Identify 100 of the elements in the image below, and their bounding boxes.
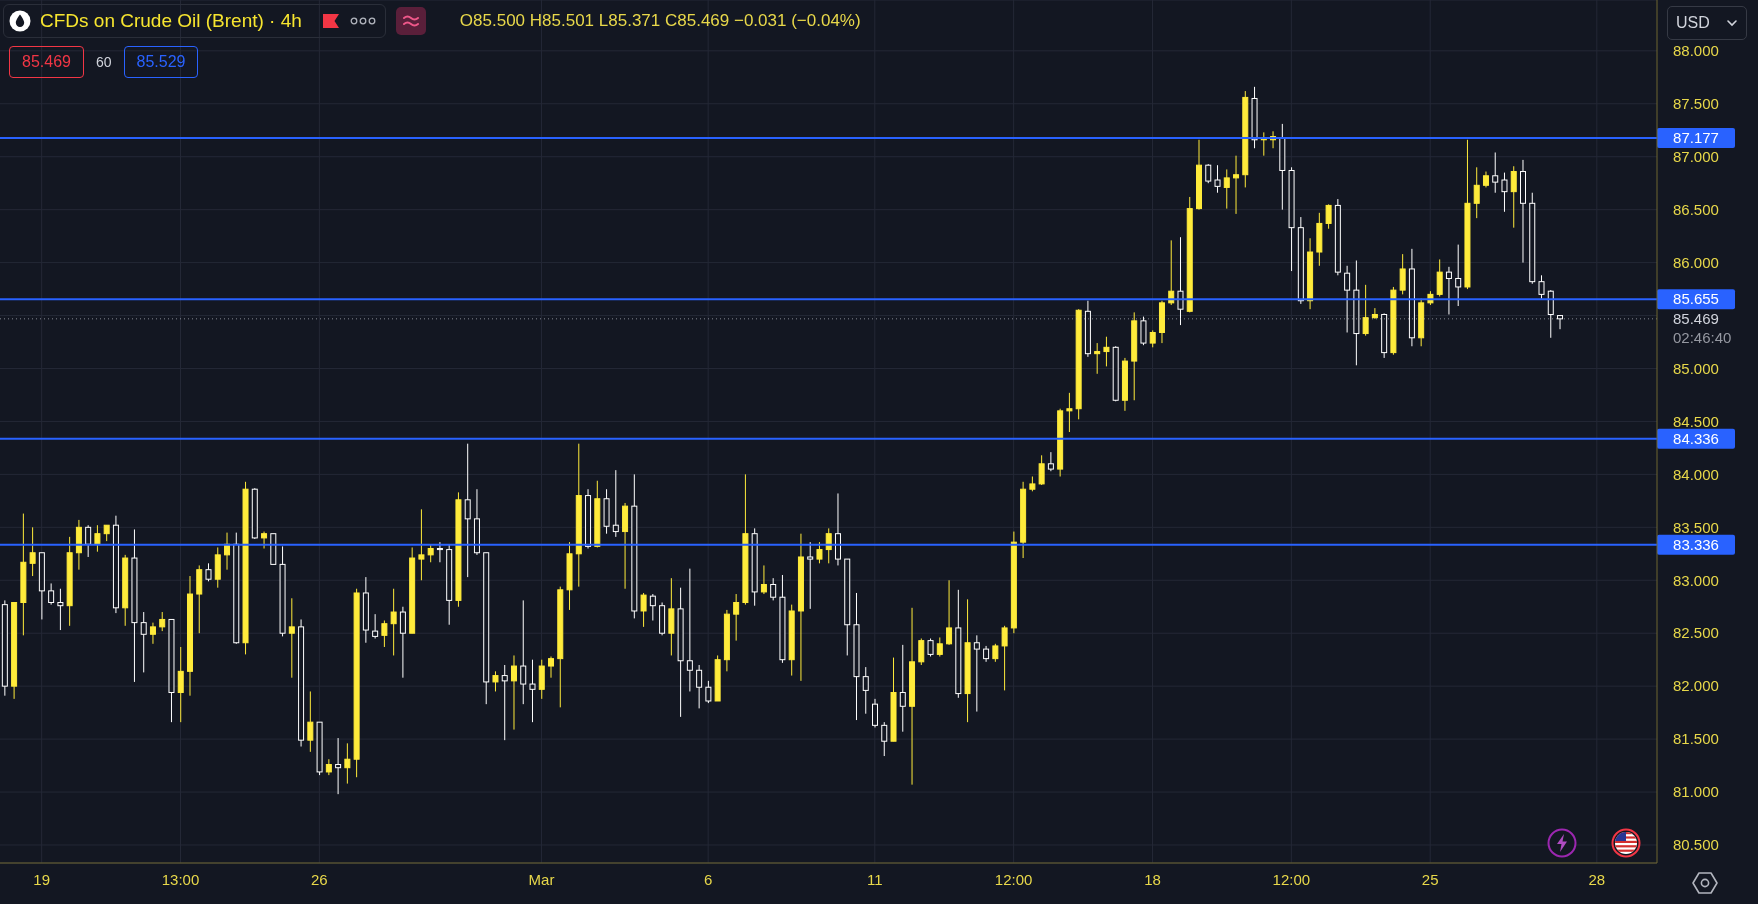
y-tick-label: 86.000 [1673, 253, 1719, 271]
x-tick-label: 28 [1588, 871, 1606, 888]
candlestick [57, 588, 64, 631]
y-tick-label: 84.500 [1673, 412, 1719, 430]
candlestick [760, 564, 767, 595]
y-tick-label: 80.500 [1673, 836, 1719, 854]
y-tick-label: 82.000 [1673, 677, 1719, 695]
candlestick [1223, 168, 1230, 210]
x-tick-label: Mar [528, 871, 555, 888]
candlestick [94, 524, 101, 553]
candlestick [381, 620, 388, 648]
candlestick [770, 577, 777, 601]
x-tick-label: 12:00 [1272, 871, 1311, 888]
annotation: 85.529 [136, 53, 186, 70]
candlestick [1436, 258, 1443, 297]
x-tick-label: 26 [311, 871, 328, 888]
candlestick [149, 622, 156, 645]
candlestick [649, 593, 656, 622]
candlestick [529, 659, 536, 723]
candlestick [307, 690, 314, 753]
candlestick [862, 666, 869, 715]
x-tick-label: 11 [867, 871, 883, 888]
x-tick-label: 6 [703, 871, 713, 888]
y-tick-label: 82.500 [1673, 624, 1719, 642]
x-tick-label: 19 [33, 871, 50, 888]
candlestick [464, 443, 471, 578]
y-tick-label: 83.500 [1673, 518, 1719, 536]
candlestick [390, 588, 397, 656]
candlestick [1445, 266, 1452, 315]
candlestick [140, 611, 147, 673]
text: CFDs on Crude Oil (Brent) · 4h [40, 10, 302, 32]
candlestick [510, 654, 517, 731]
candlestick [205, 562, 212, 582]
candlestick [1538, 274, 1545, 300]
candlestick [520, 599, 527, 705]
candlestick [1371, 307, 1378, 320]
x-tick-label: 12:00 [994, 871, 1033, 888]
candlestick [1344, 265, 1351, 333]
y-tick-label: 83.000 [1673, 571, 1719, 589]
candlestick [261, 531, 268, 550]
candlestick [1001, 625, 1008, 691]
candlestick [899, 644, 906, 733]
ref-line-label: 84.336 [1673, 430, 1719, 448]
x-tick-label: 25 [1421, 871, 1439, 888]
y-tick-label: 88.000 [1673, 42, 1719, 60]
candlestick [705, 680, 712, 704]
x-tick-label: 18 [1144, 871, 1161, 888]
ref-line-label: 85.655 [1673, 290, 1719, 308]
candlestick [1501, 172, 1508, 213]
x-tick-label: 13:00 [161, 871, 200, 888]
candlestick [918, 638, 925, 666]
candlestick [418, 508, 425, 581]
candlestick [1233, 155, 1240, 215]
candlestick [1038, 454, 1045, 486]
candlestick [973, 634, 980, 713]
candlestick [686, 568, 693, 692]
candlestick [85, 524, 92, 558]
candlestick [1103, 336, 1110, 367]
y-tick-label: 86.500 [1673, 200, 1719, 218]
candlestick [501, 664, 508, 741]
candlestick [1205, 163, 1212, 184]
candlestick [1492, 151, 1499, 194]
text: 02:46:40 [1673, 329, 1732, 347]
candlestick [733, 593, 740, 642]
text: USD [1676, 14, 1710, 32]
candlestick [1047, 451, 1054, 472]
candlestick [1325, 203, 1332, 230]
candlestick [936, 636, 943, 658]
y-tick-label: 84.000 [1673, 465, 1719, 483]
candlestick [946, 579, 953, 646]
candlestick [1214, 164, 1221, 194]
candlestick [538, 659, 545, 700]
ref-line-label: 85.469 [1673, 310, 1719, 328]
candlestick [548, 656, 555, 679]
y-tick-label: 81.500 [1673, 730, 1719, 748]
y-tick-label: 81.000 [1673, 783, 1719, 801]
candlestick [992, 643, 999, 663]
candlestick [1455, 244, 1462, 307]
candlestick [1362, 284, 1369, 337]
candlestick [927, 638, 934, 658]
annotation: 85.469 [22, 53, 71, 70]
ref-line-label: 83.336 [1673, 535, 1719, 553]
candlestick [177, 646, 184, 723]
candlestick [1399, 253, 1406, 295]
candlestick [492, 670, 499, 692]
candlestick [1557, 314, 1564, 330]
candlestick [1066, 392, 1073, 433]
candlestick [436, 541, 443, 563]
candlestick [29, 526, 36, 577]
candlestick [159, 611, 166, 632]
candlestick [696, 664, 703, 709]
candlestick [640, 592, 647, 628]
candlestick [612, 469, 619, 538]
candlestick [1140, 316, 1147, 346]
candlestick [825, 527, 832, 564]
candlestick [335, 737, 342, 795]
text: O85.500 H85.501 L85.371 C85.469 −0.031 (−0.04%) [459, 11, 861, 30]
candlestick [288, 597, 295, 679]
y-tick-label: 87.000 [1673, 147, 1719, 165]
candlestick [1473, 166, 1480, 219]
